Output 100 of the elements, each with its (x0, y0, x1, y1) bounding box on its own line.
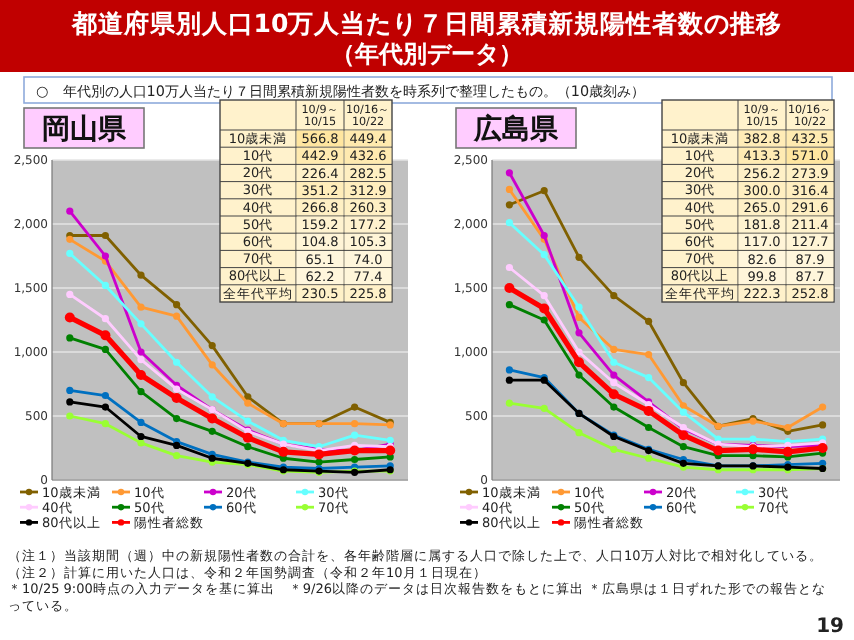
point (244, 393, 252, 401)
text: 19 (816, 616, 845, 638)
point (505, 263, 513, 272)
point (505, 201, 513, 209)
point (208, 393, 216, 401)
point (314, 449, 324, 460)
point (575, 348, 583, 356)
point (575, 313, 583, 322)
point (504, 283, 515, 293)
point (66, 412, 74, 420)
point (173, 312, 181, 320)
point (351, 455, 359, 464)
point (385, 445, 396, 456)
point (540, 251, 548, 259)
point (351, 403, 359, 411)
point (539, 303, 550, 314)
chart-title: 岡山県 (42, 114, 128, 146)
point (244, 399, 252, 407)
point (575, 429, 583, 437)
point (505, 366, 513, 374)
point (819, 421, 827, 429)
point (610, 379, 618, 387)
point (101, 420, 109, 428)
point (610, 371, 618, 379)
point (66, 386, 74, 394)
point (782, 446, 793, 457)
point (137, 348, 145, 356)
point (208, 342, 216, 350)
point (540, 187, 548, 195)
point (679, 402, 687, 410)
point (610, 292, 618, 300)
point (100, 330, 111, 341)
point (101, 231, 109, 240)
point (505, 185, 513, 194)
point (66, 290, 74, 298)
point (207, 413, 218, 424)
point (137, 271, 145, 279)
point (678, 430, 689, 441)
point (608, 389, 619, 400)
point (574, 357, 584, 368)
point (540, 292, 548, 300)
point (171, 393, 182, 404)
point (610, 345, 618, 354)
point (208, 427, 216, 435)
point (610, 358, 618, 366)
point (315, 458, 323, 466)
point (645, 374, 653, 382)
point (505, 219, 513, 227)
point (101, 391, 109, 400)
point (749, 435, 757, 443)
point (101, 403, 109, 411)
point (278, 446, 289, 457)
point (173, 358, 181, 366)
point (643, 405, 654, 416)
point (575, 371, 583, 379)
point (610, 445, 618, 453)
text: 都道府県別人口10万人当たり７日間累積新規陽性者数の推移 (69, 8, 783, 38)
point (101, 281, 109, 290)
point (575, 303, 583, 311)
point (66, 207, 74, 215)
point (137, 320, 145, 328)
point (645, 317, 653, 325)
point (64, 312, 75, 323)
chart-title: 広島県 (472, 112, 560, 146)
point (351, 431, 359, 439)
point (173, 301, 181, 309)
point (819, 403, 827, 411)
point (505, 301, 513, 309)
point (101, 252, 109, 260)
point (66, 249, 74, 258)
point (136, 370, 146, 381)
point (679, 408, 687, 416)
point (575, 253, 583, 261)
point (66, 398, 74, 406)
point (351, 420, 359, 428)
point (101, 345, 109, 354)
point (540, 316, 548, 324)
point (679, 443, 687, 451)
point (575, 329, 583, 337)
point (713, 445, 724, 456)
text: （年代別データ） (331, 40, 523, 68)
point (679, 379, 687, 387)
point (505, 376, 513, 384)
point (137, 418, 145, 426)
point (244, 417, 252, 425)
point (66, 334, 74, 342)
point (645, 454, 653, 462)
point (137, 439, 145, 447)
point (137, 432, 145, 441)
point (137, 303, 145, 311)
point (173, 414, 181, 423)
point (208, 361, 216, 369)
point (645, 350, 653, 359)
point (242, 432, 253, 443)
point (244, 443, 252, 451)
point (610, 403, 618, 411)
point (540, 404, 548, 412)
point (137, 388, 145, 396)
point (505, 399, 513, 407)
point (173, 452, 181, 460)
